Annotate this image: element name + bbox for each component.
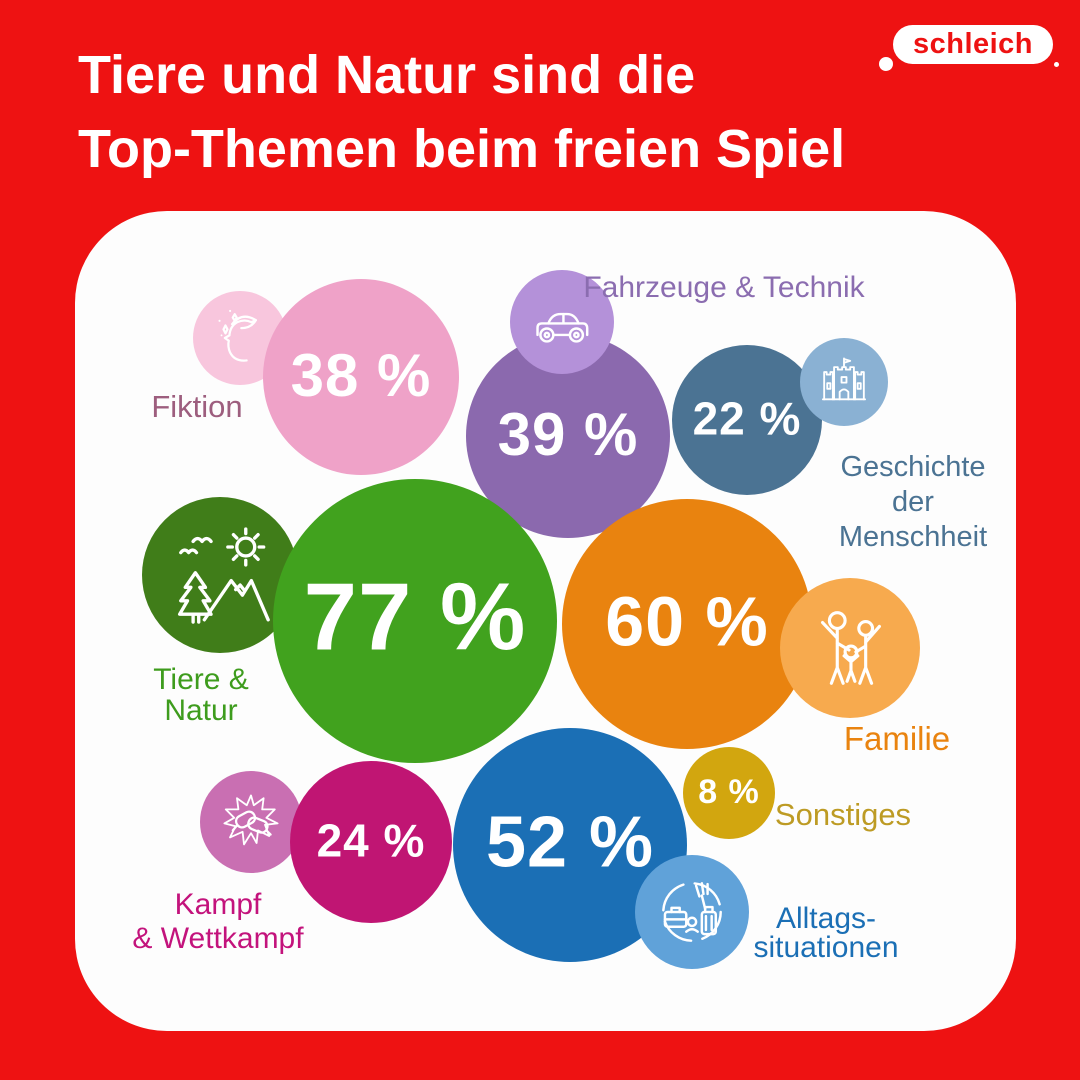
title-line-1: Tiere und Natur sind die	[78, 45, 696, 105]
schleich-logo-text: schleich	[912, 28, 1034, 60]
schleich-logo-dot	[879, 57, 893, 71]
bubble-familie: 60 %	[562, 499, 812, 749]
castle-icon	[821, 357, 867, 401]
car-icon	[536, 312, 589, 343]
family-icon	[820, 611, 881, 685]
daily-life-icon	[662, 882, 722, 942]
label-fahrzeuge-technik: Fahrzeuge & Technik	[583, 271, 865, 304]
label-tiere-natur: Tiere & Natur	[153, 663, 249, 727]
alltag-icon-bubble	[635, 855, 749, 969]
bubble-kampf-wettkampf: 24 %	[290, 761, 452, 923]
bubble-value: 38 %	[290, 341, 432, 409]
bubble-tiere-natur: 77 %	[273, 479, 557, 763]
title-line-2: Top-Themen beim freien Spiel	[78, 119, 846, 179]
label-kampf-wettkampf: Kampf & Wettkampf	[132, 888, 304, 955]
tiere-natur-icon-bubble	[142, 497, 298, 653]
bubble-geschichte: 22 %	[672, 345, 822, 495]
fahrzeuge-icon-bubble	[510, 270, 614, 374]
geschichte-icon-bubble	[800, 338, 888, 426]
bubble-value: 39 %	[497, 400, 639, 468]
boxing-gloves-icon	[223, 794, 279, 846]
label-alltagssituationen: Alltags- situationen	[753, 902, 899, 964]
registered-mark-dot	[1054, 62, 1059, 67]
page-title: Tiere und Natur sind die Top-Themen beim …	[78, 38, 845, 186]
schleich-logo: schleich	[893, 25, 1053, 64]
bubble-value: 52 %	[485, 802, 655, 883]
kampf-icon-bubble	[200, 771, 302, 873]
bubble-value: 8 %	[698, 772, 760, 811]
label-geschichte: Geschichte der Menschheit	[838, 451, 988, 553]
bubble-value: 77 %	[303, 563, 527, 671]
bubble-value: 22 %	[692, 392, 802, 445]
nature-icon	[178, 527, 270, 624]
label-sonstiges: Sonstiges	[774, 797, 912, 832]
bubble-sonstiges: 8 %	[683, 747, 775, 839]
bubble-value: 24 %	[316, 814, 426, 867]
imagination-head-icon	[218, 309, 257, 362]
label-fiktion: Fiktion	[151, 389, 243, 424]
label-familie: Familie	[843, 720, 951, 757]
bubble-fiktion: 38 %	[263, 279, 459, 475]
bubble-value: 60 %	[605, 582, 769, 661]
familie-icon-bubble	[780, 578, 920, 718]
